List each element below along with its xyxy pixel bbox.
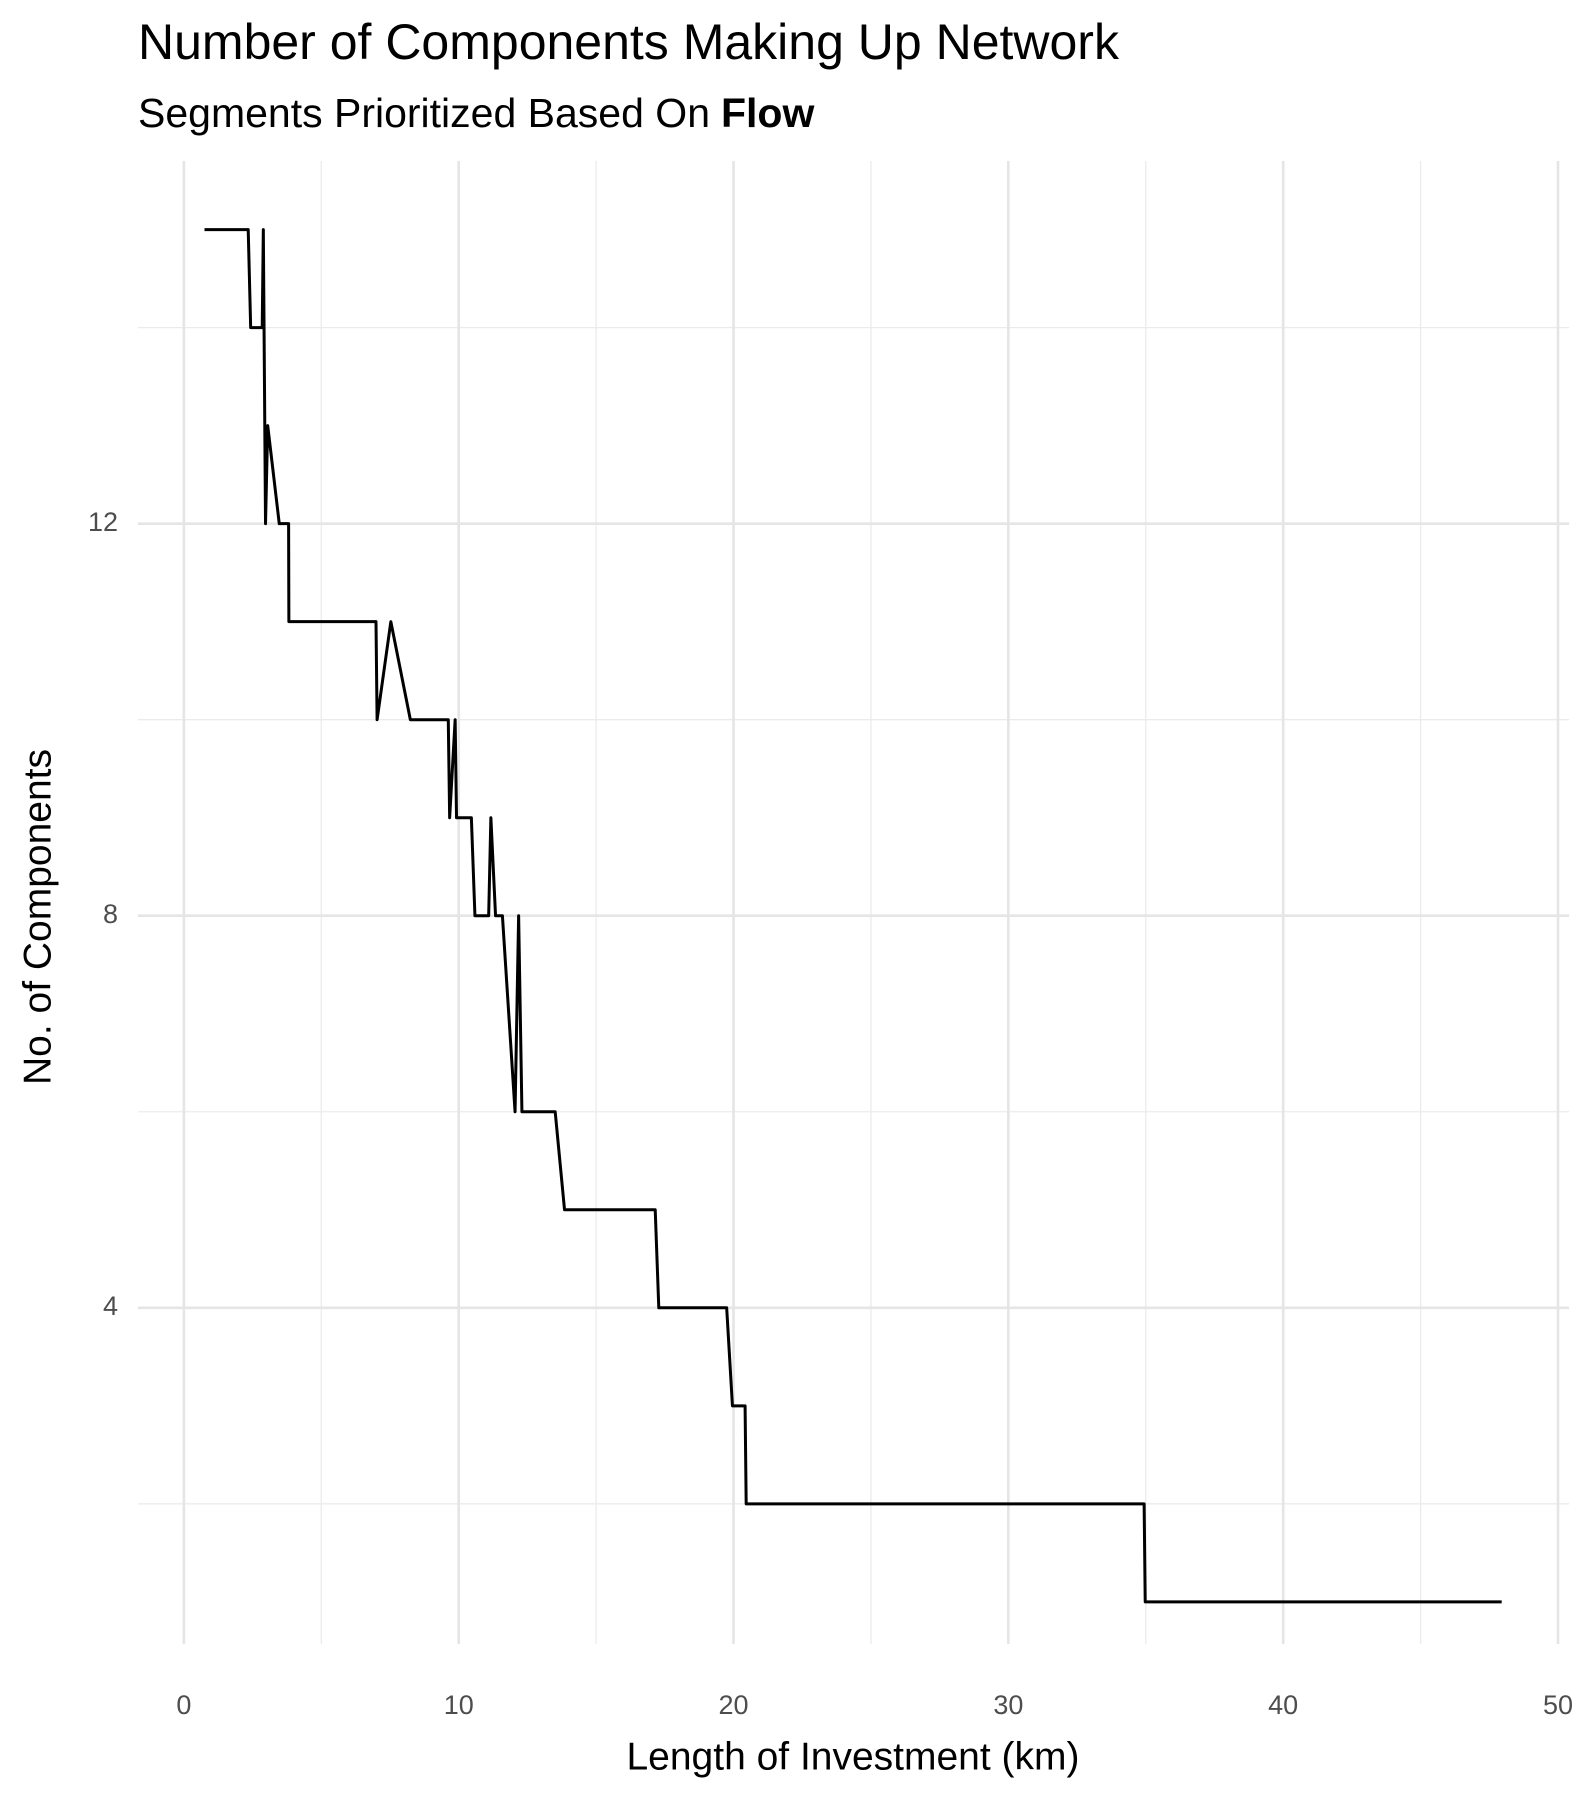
x-tick-label: 20 [719, 1690, 749, 1720]
chart-title: Number of Components Making Up Network [138, 14, 1120, 70]
chart-subtitle: Segments Prioritized Based On Flow [138, 90, 814, 136]
x-tick-label: 10 [444, 1690, 474, 1720]
x-tick-label: 30 [993, 1690, 1023, 1720]
data-line [204, 228, 1502, 1604]
y-tick-label: 4 [103, 1291, 118, 1321]
x-tick-label: 50 [1543, 1690, 1573, 1720]
y-axis-title: No. of Components [16, 749, 59, 1085]
x-axis-title: Length of Investment (km) [626, 1735, 1079, 1778]
x-tick-label: 0 [176, 1690, 191, 1720]
subtitle-emphasis: Flow [721, 90, 814, 136]
x-tick-label: 40 [1268, 1690, 1298, 1720]
y-tick-label: 8 [103, 899, 118, 929]
y-tick-label: 12 [88, 507, 118, 537]
subtitle-text: Segments Prioritized Based On [138, 90, 710, 136]
